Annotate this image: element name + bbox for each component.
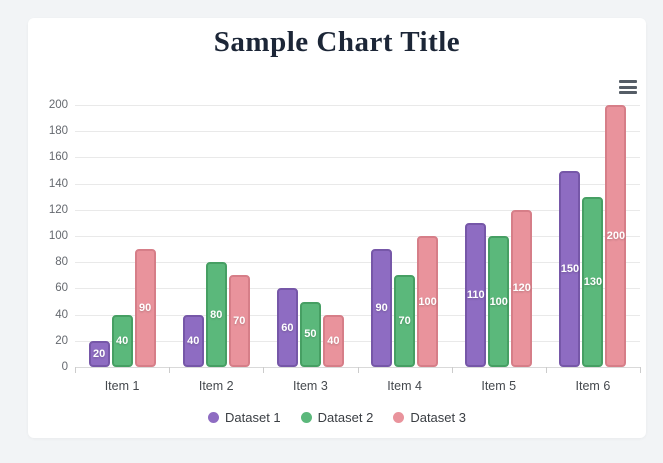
- chart-card: Sample Chart Title 0 20 40 60 80 100 120 140 160…: [28, 18, 646, 438]
- bar-dataset-2-item-2[interactable]: 80: [205, 262, 227, 367]
- bar-value-label: 70: [233, 315, 246, 328]
- gridline: [75, 288, 640, 290]
- bar-dataset-2-item-6[interactable]: 130: [582, 196, 604, 367]
- bar-dataset-3-item-6[interactable]: 200: [605, 105, 627, 367]
- bar-value-label: 110: [466, 288, 485, 301]
- y-axis-tick-label: 100: [48, 230, 68, 242]
- x-axis-category-label: Item 3: [293, 379, 328, 393]
- bar-value-label: 20: [92, 347, 106, 360]
- y-axis-tick-label: 40: [55, 308, 68, 321]
- y-axis-tick-label: 120: [48, 203, 68, 216]
- legend-item-dataset-2[interactable]: Dataset 2: [300, 410, 374, 425]
- x-axis-tick: [169, 367, 171, 373]
- x-axis-category-label: Item 6: [575, 379, 611, 393]
- x-axis-category-label: Item 1: [104, 379, 140, 393]
- hamburger-bar: [619, 80, 637, 83]
- y-axis-tick-label: 180: [48, 125, 68, 138]
- x-axis-tick: [75, 367, 76, 373]
- bar-value-label: 80: [210, 308, 223, 321]
- legend-label: Dataset 2: [317, 410, 374, 425]
- bar-value-label: 90: [138, 302, 152, 315]
- x-axis-tick: [263, 367, 265, 373]
- bar-dataset-1-item-6[interactable]: 150: [559, 170, 581, 367]
- legend-item-dataset-1[interactable]: Dataset 1: [208, 410, 281, 425]
- bar-dataset-2-item-5[interactable]: 100: [488, 236, 510, 367]
- bar-value-label: 90: [375, 302, 388, 315]
- gridline: [75, 105, 640, 106]
- bar-value-label: 50: [304, 328, 317, 341]
- bar-dataset-2-item-1[interactable]: 40: [111, 314, 133, 367]
- bar-value-label: 100: [489, 295, 508, 308]
- y-axis-tick-label: 140: [48, 177, 68, 190]
- bar-value-label: 130: [583, 275, 603, 288]
- gridline: [75, 209, 640, 211]
- bar-dataset-1-item-2[interactable]: 40: [182, 314, 204, 367]
- gridline: [75, 131, 640, 133]
- chart-title: Sample Chart Title: [213, 26, 461, 58]
- bar-dataset-1-item-4[interactable]: 90: [371, 249, 393, 367]
- bar-dataset-1-item-3[interactable]: 60: [276, 288, 298, 367]
- hamburger-bar: [619, 91, 637, 94]
- bar-dataset-3-item-1[interactable]: 90: [134, 249, 156, 367]
- bar-value-label: 40: [187, 334, 200, 347]
- bar-value-label: 120: [512, 282, 531, 295]
- y-axis-tick-label: 200: [48, 99, 68, 111]
- y-axis-tick-label: 160: [48, 151, 68, 164]
- gridline: [75, 157, 640, 159]
- y-axis-tick-label: 60: [55, 282, 68, 295]
- bar-value-label: 100: [418, 295, 437, 308]
- bar-value-label: 150: [560, 262, 580, 275]
- x-axis-category-label: Item 4: [387, 379, 422, 393]
- x-axis-category-label: Item 2: [198, 379, 234, 393]
- bar-value-label: 70: [398, 315, 411, 328]
- chart-legend: Dataset 1 Dataset 2 Dataset 3: [28, 410, 646, 425]
- legend-color-dot-icon: [393, 412, 405, 423]
- bar-value-label: 60: [281, 321, 294, 334]
- bar-value-label: 40: [115, 334, 129, 347]
- bar-dataset-3-item-5[interactable]: 120: [511, 209, 533, 367]
- hamburger-menu-icon[interactable]: [619, 79, 639, 95]
- y-axis-tick-label: 80: [55, 256, 68, 269]
- bar-dataset-3-item-3[interactable]: 40: [322, 314, 344, 367]
- legend-item-dataset-3[interactable]: Dataset 3: [393, 410, 466, 425]
- bar-value-label: 200: [606, 230, 626, 242]
- bar-dataset-2-item-4[interactable]: 70: [394, 275, 416, 367]
- bar-dataset-3-item-2[interactable]: 70: [228, 275, 250, 367]
- bar-dataset-3-item-4[interactable]: 100: [417, 236, 439, 367]
- bar-dataset-1-item-1[interactable]: 20: [88, 340, 110, 367]
- gridline: [75, 236, 640, 237]
- gridline: [75, 340, 640, 342]
- x-axis-tick: [545, 367, 547, 373]
- bar-dataset-2-item-3[interactable]: 50: [299, 301, 321, 367]
- gridline: [75, 314, 640, 316]
- bar-chart-plot-area: 0 20 40 60 80 100 120 140 160 180 200 Item 1 20 40 90 I…: [28, 18, 646, 438]
- y-axis-tick-label: 0: [61, 361, 68, 373]
- legend-label: Dataset 1: [225, 410, 281, 425]
- gridline: [75, 262, 640, 264]
- x-axis-tick: [357, 367, 359, 373]
- legend-color-dot-icon: [208, 412, 220, 423]
- bar-value-label: 40: [327, 334, 340, 347]
- legend-label: Dataset 3: [410, 410, 466, 425]
- x-axis-tick: [640, 367, 641, 373]
- gridline: [75, 183, 640, 185]
- hamburger-bar: [619, 85, 637, 89]
- x-axis-tick: [451, 367, 453, 373]
- bar-dataset-1-item-5[interactable]: 110: [465, 222, 487, 367]
- legend-color-dot-icon: [300, 412, 312, 423]
- y-axis-tick-label: 20: [55, 334, 68, 347]
- x-axis-category-label: Item 5: [481, 379, 517, 393]
